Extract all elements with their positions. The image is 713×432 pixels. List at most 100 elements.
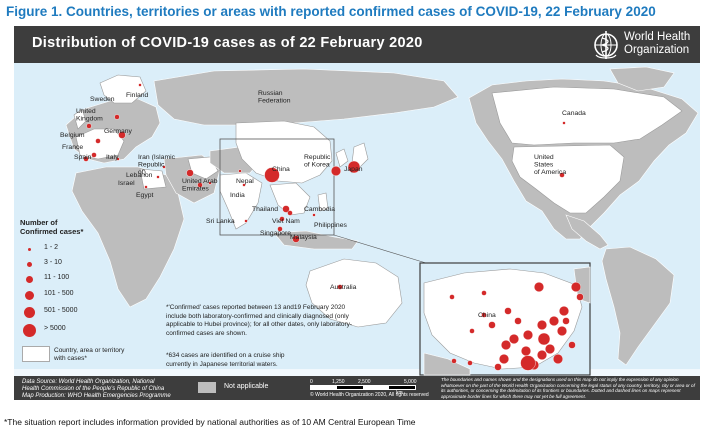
country-label-canada: Canada <box>562 110 586 117</box>
country-label-china: China <box>272 166 290 173</box>
legend-item: 11 - 100 <box>20 274 115 286</box>
case-dot <box>521 346 532 357</box>
land-egypt <box>139 168 167 190</box>
legend-label: 101 - 500 <box>44 290 74 297</box>
case-dot <box>537 332 551 346</box>
case-dot <box>481 312 487 318</box>
case-dots-inset <box>449 281 584 371</box>
legend-item: 501 - 5000 <box>20 307 115 319</box>
case-dot <box>467 360 473 366</box>
land-greenland <box>609 66 675 92</box>
legend-label: 1 - 2 <box>44 244 59 251</box>
country-label-usa: United States of America <box>534 154 566 176</box>
country-label-nepal: Nepal <box>236 178 254 185</box>
legend-area-label: Country, area or territory with cases* <box>54 347 125 362</box>
case-dot <box>559 305 570 316</box>
not-applicable-swatch <box>198 382 216 393</box>
scale-bar-graphic <box>310 385 416 390</box>
case-dot <box>114 114 120 120</box>
legend-label: 11 - 100 <box>44 274 70 281</box>
country-label-vietnam: Viet Nam <box>272 218 300 225</box>
legend-label: 3 - 10 <box>44 259 62 266</box>
case-dot <box>277 226 283 232</box>
land-scandinavia <box>99 74 147 104</box>
scale-label: 2,500 <box>358 379 371 385</box>
legend-label: 501 - 5000 <box>44 307 78 314</box>
case-dot <box>116 157 120 161</box>
case-dot <box>449 294 455 300</box>
land-south-america <box>601 246 675 366</box>
case-dot <box>451 358 457 364</box>
case-dot <box>91 152 97 158</box>
scale-unit: km <box>396 390 403 396</box>
legend-dot <box>27 262 32 267</box>
case-dot <box>488 321 496 329</box>
legend: Number of Confirmed cases* 1 - 2 3 - 10 … <box>20 218 124 362</box>
map-footer: Data Source: World Health Organization, … <box>14 376 700 400</box>
case-dot <box>279 216 285 222</box>
case-dot <box>549 315 560 326</box>
world-map: Sweden Finland Russian Federation Canada Unit… <box>14 63 700 376</box>
case-dot <box>494 363 502 371</box>
case-dot <box>534 281 545 292</box>
legend-area-swatch <box>22 346 50 362</box>
legend-dot <box>24 307 35 318</box>
case-dot <box>264 167 280 183</box>
scale-bar: 0 1,250 2,500 5,000 km <box>310 379 417 399</box>
scale-label: 1,250 <box>332 379 345 385</box>
country-label-egypt: Egypt <box>136 192 153 199</box>
land-canada <box>491 86 683 146</box>
country-label-india: India <box>230 192 245 199</box>
case-dot <box>118 131 126 139</box>
case-dot <box>504 307 512 315</box>
map-frame: Distribution of COVID-19 cases as of 22 … <box>14 26 700 400</box>
legend-dot <box>23 324 36 337</box>
country-label-germany: Germany <box>104 128 133 135</box>
case-dot <box>571 281 582 292</box>
land-usa <box>511 144 625 214</box>
case-dot <box>537 320 548 331</box>
case-dot <box>499 354 510 365</box>
case-dot <box>208 181 212 185</box>
case-dot <box>509 334 520 345</box>
case-dot <box>337 284 343 290</box>
case-dot <box>238 169 242 173</box>
country-label-russia: Russian Federation <box>258 90 291 105</box>
legend-item: > 5000 <box>20 324 115 337</box>
legend-item: 1 - 2 <box>20 244 115 256</box>
land-russia <box>153 68 459 126</box>
country-label-cambodia: Cambodia <box>304 206 335 213</box>
legend-dot <box>28 248 31 251</box>
case-dots-main <box>83 83 566 290</box>
case-dot <box>156 175 160 179</box>
case-dot <box>331 165 342 176</box>
case-dot <box>83 156 89 162</box>
who-emblem-icon <box>594 31 618 59</box>
land-india <box>219 172 263 230</box>
case-dot <box>138 83 142 87</box>
case-dot <box>557 326 568 337</box>
case-dot <box>95 138 101 144</box>
land-uk <box>73 108 87 130</box>
country-label-philippines: Philippines <box>314 222 347 229</box>
legend-dot <box>25 291 34 300</box>
land-southeast-asia <box>269 182 311 216</box>
country-labels: Sweden Finland Russian Federation Canada Unit… <box>60 90 586 319</box>
case-dot <box>292 235 300 243</box>
case-dot <box>562 121 566 125</box>
case-dot <box>523 330 534 341</box>
case-dot <box>562 317 570 325</box>
country-label-lebanon: Lebanon <box>126 172 153 179</box>
case-dot <box>287 210 293 216</box>
case-dot <box>162 165 166 169</box>
case-dot <box>553 354 564 365</box>
country-label-israel: Israel <box>118 180 135 187</box>
case-dot <box>197 182 203 188</box>
case-dot <box>312 213 316 217</box>
country-label-korea: Republic of Korea <box>304 154 331 169</box>
scale-label: 0 <box>310 379 313 385</box>
country-label-inset_china: China <box>478 312 496 319</box>
case-dot <box>86 123 92 129</box>
disclaimer: The boundaries and names shown and the d… <box>441 377 695 399</box>
note-cruise: *634 cases are identified on a cruise sh… <box>166 352 285 368</box>
